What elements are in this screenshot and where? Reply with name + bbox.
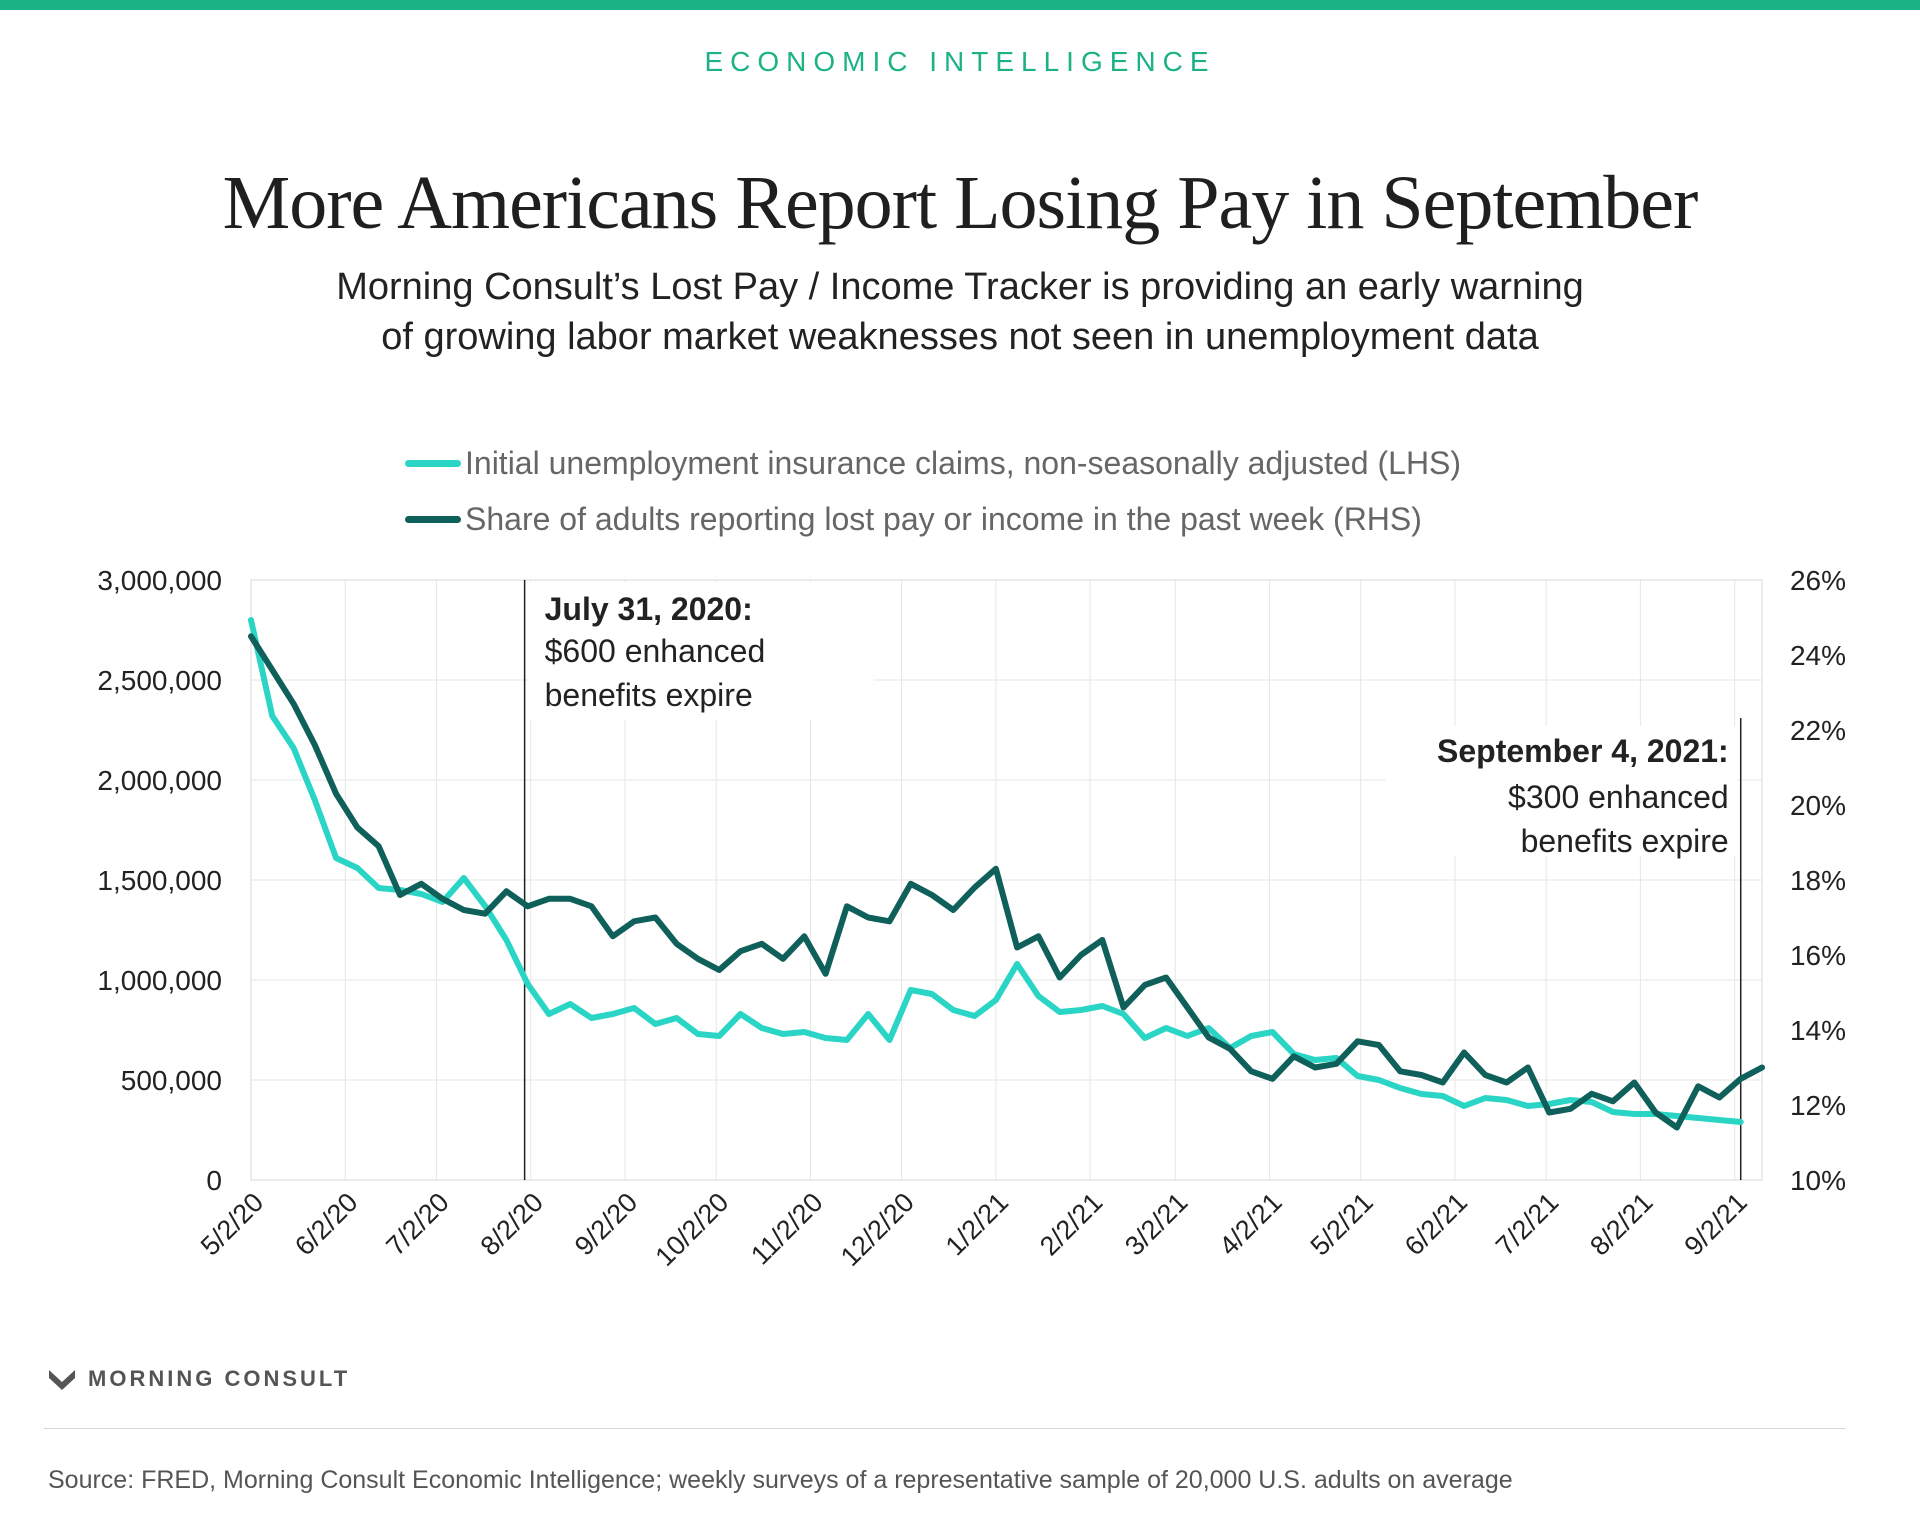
y-right-tick-label: 20% bbox=[1790, 790, 1846, 821]
annotation-heading: July 31, 2020: bbox=[545, 591, 753, 627]
legend-swatch-lost-pay bbox=[405, 515, 461, 523]
x-tick-label: 10/2/20 bbox=[649, 1187, 734, 1272]
x-tick-label: 8/2/20 bbox=[475, 1187, 549, 1261]
legend-label-lost-pay: Share of adults reporting lost pay or in… bbox=[465, 500, 1422, 537]
legend-item-lost-pay: Share of adults reporting lost pay or in… bbox=[405, 491, 1461, 547]
y-left-tick-label: 500,000 bbox=[121, 1065, 222, 1096]
annotation-text: $300 enhanced bbox=[1508, 779, 1729, 815]
x-tick-label: 5/2/20 bbox=[195, 1187, 269, 1261]
x-tick-label: 4/2/21 bbox=[1213, 1187, 1287, 1261]
annotation-heading: September 4, 2021: bbox=[1437, 733, 1729, 769]
x-tick-label: 5/2/21 bbox=[1305, 1187, 1379, 1261]
annotation-text: benefits expire bbox=[1521, 823, 1729, 859]
line-chart: 0 500,000 1,000,000 1,500,000 2,000,000 2,500… bbox=[97, 565, 1846, 1272]
annotation-backdrop bbox=[528, 582, 874, 720]
legend-swatch-claims bbox=[405, 459, 461, 467]
legend-item-claims: Initial unemployment insurance claims, n… bbox=[405, 435, 1461, 491]
y-left-tick-label: 3,000,000 bbox=[97, 565, 222, 596]
annotation-text: $600 enhanced bbox=[545, 633, 766, 669]
legend-label-claims: Initial unemployment insurance claims, n… bbox=[465, 444, 1462, 481]
x-tick-label: 7/2/20 bbox=[380, 1187, 454, 1261]
morning-consult-logo: MORNING CONSULT bbox=[48, 1366, 350, 1392]
y-right-tick-label: 22% bbox=[1790, 715, 1846, 746]
y-right-tick-label: 24% bbox=[1790, 640, 1846, 671]
source-note: Source: FRED, Morning Consult Economic I… bbox=[48, 1466, 1513, 1494]
logo-text: MORNING CONSULT bbox=[88, 1366, 351, 1391]
x-tick-label: 11/2/20 bbox=[745, 1187, 829, 1271]
x-tick-label: 12/2/20 bbox=[835, 1187, 920, 1272]
x-tick-label: 2/2/21 bbox=[1034, 1187, 1108, 1261]
x-tick-label: 9/2/21 bbox=[1679, 1187, 1753, 1261]
chart-title: More Americans Report Losing Pay in Sept… bbox=[222, 161, 1699, 245]
subtitle-line-1: Morning Consult’s Lost Pay / Income Trac… bbox=[336, 266, 1584, 308]
y-right-tick-label: 14% bbox=[1790, 1015, 1846, 1046]
x-tick-label: 8/2/21 bbox=[1584, 1187, 1658, 1261]
series-line-claims bbox=[248, 617, 1744, 1125]
y-right-tick-label: 10% bbox=[1790, 1165, 1846, 1196]
x-tick-label: 1/2/21 bbox=[940, 1187, 1014, 1261]
y-left-tick-label: 0 bbox=[206, 1165, 222, 1196]
subtitle-line-2: of growing labor market weaknesses not s… bbox=[381, 316, 1539, 358]
y-right-tick-label: 16% bbox=[1790, 940, 1846, 971]
section-kicker: ECONOMIC INTELLIGENCE bbox=[704, 46, 1216, 77]
footer-divider bbox=[44, 1428, 1846, 1429]
x-tick-label: 9/2/20 bbox=[569, 1187, 643, 1261]
y-right-tick-label: 18% bbox=[1790, 865, 1846, 896]
series-line-lost-pay bbox=[248, 633, 1765, 1131]
y-left-tick-label: 2,000,000 bbox=[97, 765, 222, 796]
x-tick-label: 7/2/21 bbox=[1490, 1187, 1564, 1261]
annotation-backdrop bbox=[1385, 726, 1737, 856]
annotation-text: benefits expire bbox=[545, 677, 753, 713]
y-left-tick-label: 1,000,000 bbox=[97, 965, 222, 996]
y-left-tick-label: 1,500,000 bbox=[97, 865, 222, 896]
x-tick-label: 6/2/20 bbox=[289, 1187, 363, 1261]
y-left-tick-label: 2,500,000 bbox=[97, 665, 222, 696]
y-right-tick-label: 12% bbox=[1790, 1090, 1846, 1121]
y-right-tick-label: 26% bbox=[1790, 565, 1846, 596]
logo-mark-icon bbox=[49, 1370, 75, 1390]
x-tick-label: 3/2/21 bbox=[1119, 1187, 1193, 1261]
chart-subtitle: Morning Consult’s Lost Pay / Income Trac… bbox=[160, 262, 1760, 362]
x-tick-label: 6/2/21 bbox=[1399, 1187, 1473, 1261]
plot-area-border bbox=[250, 579, 1763, 1181]
top-accent-bar bbox=[0, 0, 1920, 10]
chart-legend: Initial unemployment insurance claims, n… bbox=[405, 435, 1461, 547]
